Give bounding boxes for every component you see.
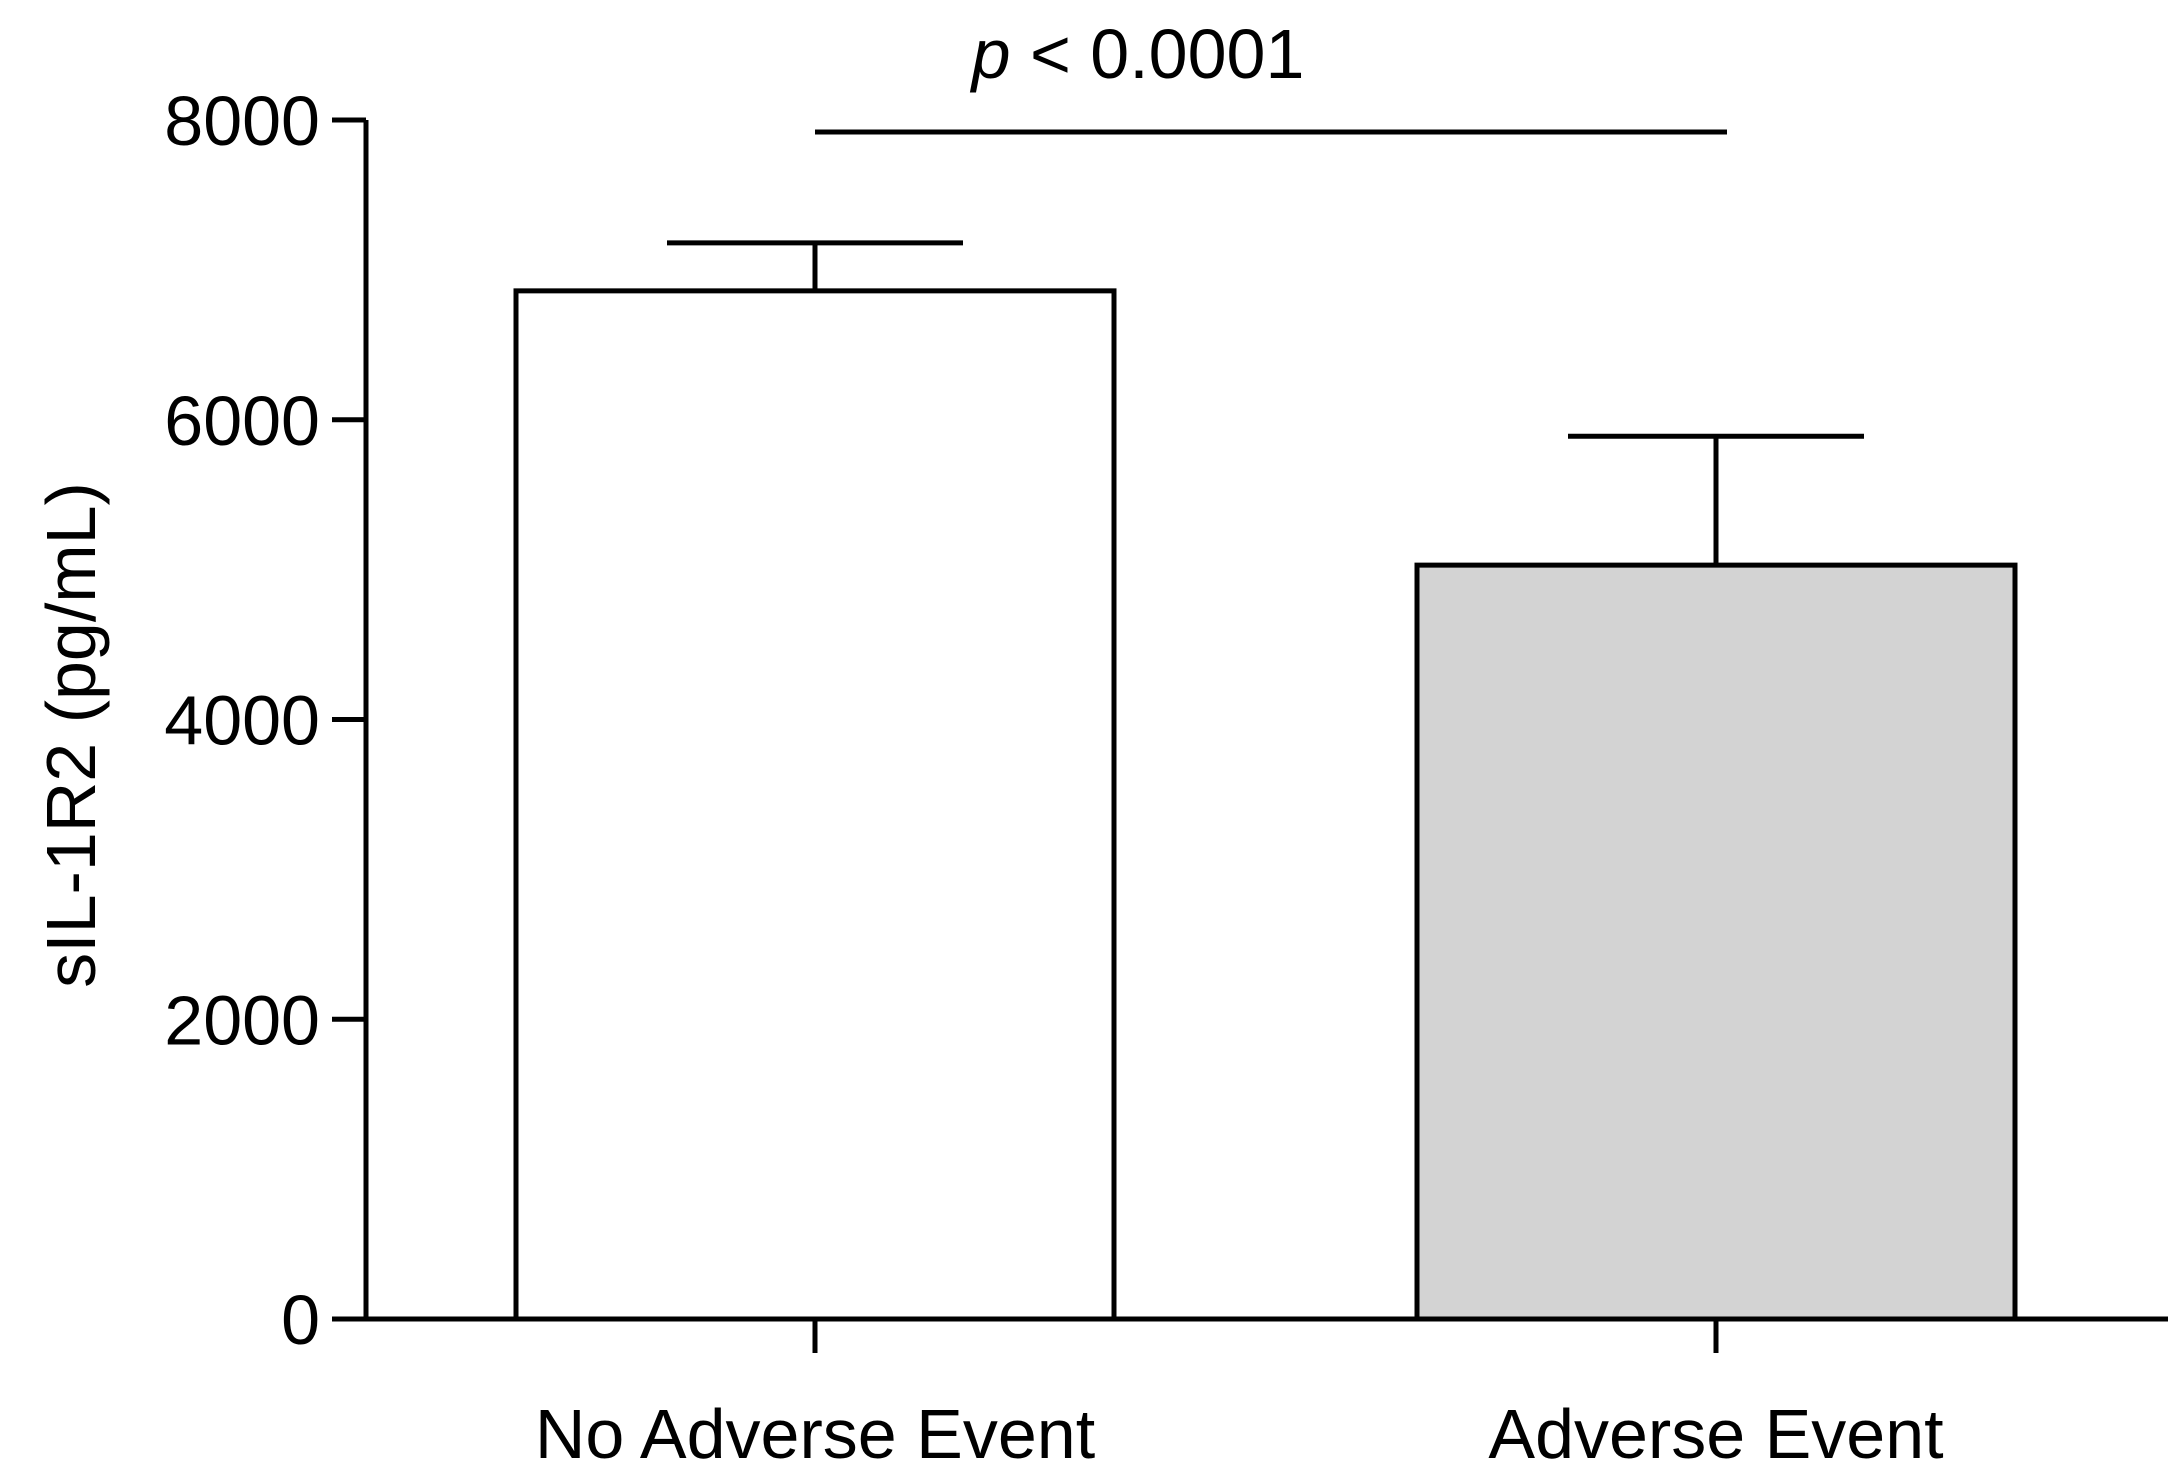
y-axis-title: sIL-1R2 (pg/mL) xyxy=(32,482,110,988)
axes: 0 2000 4000 6000 8000 No Adverse Event Adverse… xyxy=(164,82,2168,1473)
p-symbol: p xyxy=(970,15,1011,93)
x-tick-label: No Adverse Event xyxy=(535,1395,1095,1473)
p-comparison: < 0.0001 xyxy=(1011,15,1305,93)
significance-annotation: p < 0.0001 xyxy=(815,15,1727,135)
y-tick-label: 6000 xyxy=(164,382,320,460)
y-tick-label: 0 xyxy=(281,1281,320,1359)
y-tick-label: 4000 xyxy=(164,682,320,760)
x-tick-label: Adverse Event xyxy=(1488,1395,1943,1473)
error-bars xyxy=(667,240,1864,566)
bar-1 xyxy=(513,288,1117,1322)
y-tick-label: 8000 xyxy=(164,82,320,160)
bar-2 xyxy=(1414,562,2018,1322)
p-value-label: p < 0.0001 xyxy=(970,15,1305,93)
y-tick-label: 2000 xyxy=(164,981,320,1059)
bars xyxy=(513,288,2018,1322)
